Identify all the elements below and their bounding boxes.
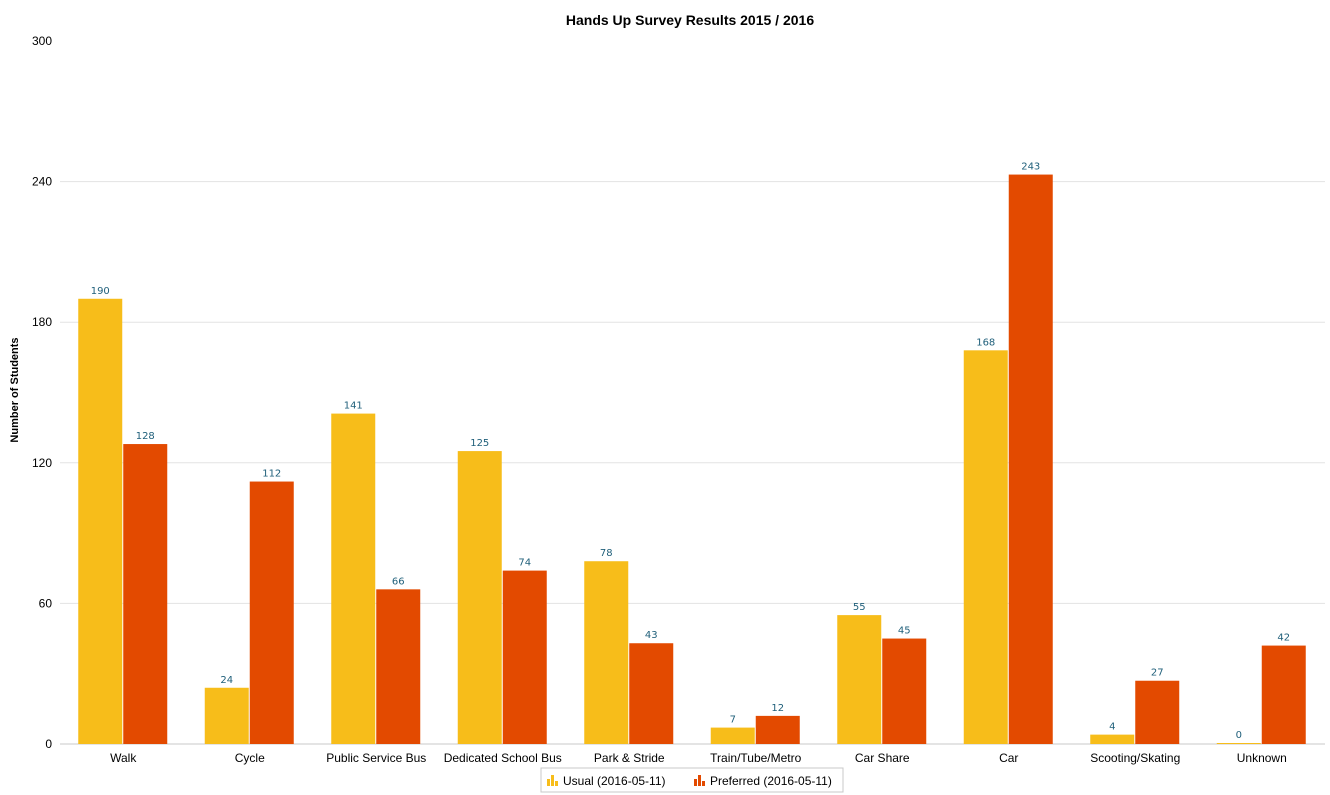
data-label: 24: [220, 675, 233, 686]
legend: Usual (2016-05-11) Preferred (2016-05-11…: [540, 767, 844, 793]
chart-title: Hands Up Survey Results 2015 / 2016: [566, 12, 814, 28]
x-tick-label: Car Share: [855, 751, 910, 765]
data-label: 141: [344, 401, 363, 412]
data-labels: 1901282411214166125747843712554516824342…: [91, 162, 1290, 741]
bar-preferred[interactable]: [249, 481, 294, 744]
bar-usual[interactable]: [457, 451, 502, 744]
data-label: 43: [645, 630, 658, 641]
x-tick-label: Unknown: [1237, 751, 1287, 765]
bar-preferred[interactable]: [882, 638, 927, 744]
legend-item-usual[interactable]: Usual (2016-05-11): [547, 774, 666, 788]
legend-label-preferred: Preferred (2016-05-11): [710, 774, 832, 788]
x-tick-label: Walk: [110, 751, 137, 765]
data-label: 45: [898, 626, 911, 637]
data-label: 78: [600, 548, 613, 559]
data-label: 112: [262, 469, 281, 480]
x-tick-label: Park & Stride: [594, 751, 665, 765]
bar-usual[interactable]: [1216, 743, 1261, 744]
legend-swatch-bar: [702, 781, 705, 786]
legend-swatch-bar: [698, 775, 701, 786]
x-tick-label: Dedicated School Bus: [444, 751, 562, 765]
bar-usual[interactable]: [710, 727, 755, 744]
y-axis-label: Number of Students: [9, 337, 21, 442]
legend-box: [540, 767, 844, 793]
y-tick-label: 240: [32, 175, 52, 189]
y-tick-label: 0: [45, 737, 52, 751]
bar-preferred[interactable]: [1135, 680, 1180, 744]
x-tick-label: Car: [999, 751, 1018, 765]
data-label: 190: [91, 286, 110, 297]
data-label: 66: [392, 576, 405, 587]
data-label: 42: [1277, 633, 1290, 644]
bar-preferred[interactable]: [1008, 174, 1053, 744]
x-axis-ticks: Walk Cycle Public Service Bus Dedicated Sch…: [110, 751, 1287, 765]
legend-swatch-bar: [694, 779, 697, 786]
bars: [78, 174, 1306, 744]
legend-swatch-bar: [547, 779, 550, 786]
bar-preferred[interactable]: [629, 643, 674, 744]
gridlines: [60, 181, 1325, 604]
data-label: 74: [518, 558, 531, 569]
bar-usual[interactable]: [78, 298, 123, 744]
data-label: 27: [1151, 668, 1164, 679]
y-tick-label: 60: [39, 596, 53, 610]
legend-swatch-bar: [551, 775, 554, 786]
bar-preferred[interactable]: [755, 715, 800, 744]
bar-usual[interactable]: [1090, 734, 1135, 744]
data-label: 12: [771, 703, 784, 714]
legend-item-preferred[interactable]: Preferred (2016-05-11): [694, 774, 832, 788]
bar-preferred[interactable]: [502, 570, 547, 744]
y-axis-ticks: 0 60 120 180 240 300: [32, 34, 52, 751]
bar-usual[interactable]: [963, 350, 1008, 744]
bar-usual[interactable]: [331, 413, 376, 744]
bar-preferred[interactable]: [1261, 645, 1306, 744]
bar-chart-icon: [547, 775, 558, 786]
bar-preferred[interactable]: [376, 589, 421, 744]
data-label: 55: [853, 602, 866, 613]
x-tick-label: Scooting/Skating: [1090, 751, 1180, 765]
y-tick-label: 120: [32, 456, 52, 470]
bar-usual[interactable]: [584, 561, 629, 744]
data-label: 125: [470, 438, 489, 449]
y-tick-label: 180: [32, 315, 52, 329]
data-label: 7: [730, 715, 736, 726]
x-tick-label: Public Service Bus: [326, 751, 426, 765]
bar-preferred[interactable]: [123, 444, 168, 744]
data-label: 0: [1236, 730, 1242, 741]
bar-usual[interactable]: [204, 687, 249, 744]
data-label: 128: [136, 431, 155, 442]
y-tick-label: 300: [32, 34, 52, 48]
x-tick-label: Train/Tube/Metro: [710, 751, 801, 765]
bar-usual[interactable]: [837, 615, 882, 744]
legend-label-usual: Usual (2016-05-11): [563, 774, 666, 788]
data-label: 4: [1109, 722, 1115, 733]
data-label: 243: [1021, 162, 1040, 173]
x-tick-label: Cycle: [235, 751, 265, 765]
legend-swatch-bar: [555, 781, 558, 786]
bar-chart-icon: [694, 775, 705, 786]
data-label: 168: [976, 337, 995, 348]
